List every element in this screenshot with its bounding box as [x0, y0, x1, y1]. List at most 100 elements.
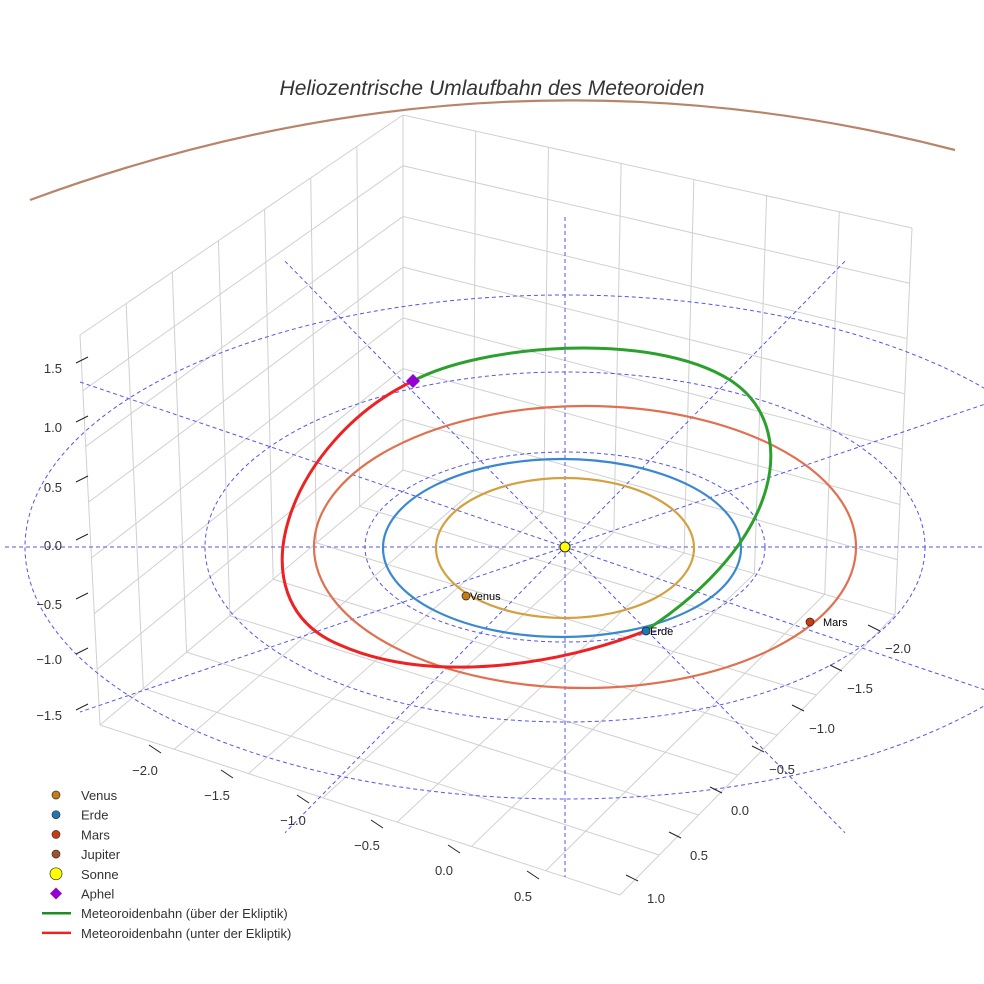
- grid-line: [402, 165, 910, 284]
- grid-line: [402, 266, 905, 395]
- legend-label: Venus: [81, 788, 118, 803]
- grid-line: [85, 216, 404, 447]
- legend-label: Sonne: [81, 867, 119, 882]
- grid-line: [753, 195, 768, 574]
- x-tick-label: −0.5: [354, 838, 380, 853]
- grid-line: [91, 317, 404, 559]
- grid-line: [402, 114, 913, 229]
- orbit-mars: [312, 404, 858, 690]
- x-tick-mark: [370, 819, 384, 829]
- z-tick-mark: [75, 415, 89, 423]
- z-tick-mark: [75, 703, 89, 711]
- z-tick-mark: [75, 533, 89, 541]
- x-tick-mark: [296, 794, 310, 804]
- grid-line: [248, 511, 544, 774]
- legend-label: Erde: [81, 808, 108, 823]
- planet-label: Erde: [650, 626, 673, 638]
- grid-line: [99, 724, 621, 896]
- z-tick-label: −1.5: [36, 708, 62, 723]
- z-tick-label: 1.0: [44, 420, 62, 435]
- legend-circle-marker: [51, 810, 61, 820]
- x-tick-label: −1.0: [280, 813, 306, 828]
- grid-line: [217, 240, 231, 616]
- meteoroid-path-below: [280, 379, 646, 669]
- z-tick-label: −0.5: [36, 597, 62, 612]
- meteoroid-path-above: [412, 346, 773, 633]
- grid-line: [402, 368, 900, 505]
- legend-label: Mars: [81, 827, 110, 842]
- y-tick-label: −1.5: [847, 681, 873, 696]
- legend-circle-marker: [51, 849, 61, 859]
- grid-line: [396, 552, 685, 823]
- grid-line: [79, 334, 101, 726]
- grid-line: [264, 209, 274, 580]
- grid-line: [93, 368, 404, 614]
- grid-line: [82, 165, 404, 392]
- y-tick-label: −2.0: [885, 641, 911, 656]
- x-tick-label: −1.5: [204, 788, 230, 803]
- y-tick-label: 1.0: [647, 891, 665, 906]
- orbit-venus: [434, 476, 696, 620]
- legend-label: Jupiter: [81, 847, 121, 862]
- y-tick-mark: [867, 624, 881, 632]
- grid-line: [96, 418, 404, 670]
- grid-line: [824, 211, 840, 595]
- x-tick-label: 0.0: [435, 863, 453, 878]
- z-tick-mark: [75, 475, 89, 483]
- grid-line: [472, 131, 477, 491]
- planet-orbits: [29, 99, 956, 690]
- legend-label: Aphel: [81, 887, 114, 902]
- x-tick-label: −2.0: [132, 763, 158, 778]
- grid-line: [229, 615, 739, 776]
- z-tick-label: 0.5: [44, 480, 62, 495]
- y-tick-mark: [791, 704, 805, 712]
- y-tick-mark: [829, 664, 843, 672]
- y-tick-label: 0.5: [690, 848, 708, 863]
- orbit-jupiter: [29, 99, 956, 202]
- sun-marker: [559, 541, 571, 553]
- legend-diamond-marker: [50, 887, 62, 900]
- grid-line: [402, 215, 908, 340]
- bodies: Venus Erde Mars: [406, 374, 848, 638]
- grid-line: [171, 272, 188, 653]
- y-tick-label: −0.5: [769, 762, 795, 777]
- grid-line: [545, 593, 826, 872]
- y-tick-mark: [668, 831, 682, 839]
- z-tick-mark: [75, 592, 89, 600]
- x-tick-mark: [526, 870, 540, 880]
- grid-line: [471, 573, 755, 847]
- grid-line: [543, 147, 549, 512]
- z-tick-mark: [75, 356, 89, 364]
- legend-label: Meteoroidenbahn (unter der Ekliptik): [81, 926, 291, 941]
- meteoroid-orbit: [280, 346, 773, 669]
- planet-erde: [641, 626, 651, 636]
- chart-title: Heliozentrische Umlaufbahn des Meteoroid…: [280, 77, 705, 100]
- grid-line: [359, 505, 856, 656]
- x-tick-mark: [447, 844, 461, 854]
- grid-line: [619, 614, 896, 896]
- planet-venus: [461, 591, 471, 601]
- axis-grid: [79, 114, 913, 896]
- y-tick-mark: [625, 874, 639, 882]
- z-tick-mark: [75, 647, 89, 655]
- x-tick-label: 0.5: [514, 889, 532, 904]
- grid-line: [894, 227, 913, 616]
- aphel-marker: [406, 374, 420, 388]
- orbit-erde: [381, 457, 743, 639]
- grid-line: [310, 177, 317, 543]
- y-tick-label: 0.0: [731, 803, 749, 818]
- grid-line: [356, 146, 361, 507]
- grid-line: [272, 578, 778, 736]
- planet-label: Mars: [823, 617, 848, 629]
- legend-circle-marker: [49, 867, 63, 881]
- x-tick-mark: [148, 744, 162, 754]
- grid-line: [99, 469, 404, 726]
- grid-line: [402, 317, 903, 450]
- z-tick-label: 0.0: [44, 538, 62, 553]
- grid-line: [173, 490, 474, 750]
- x-tick-mark: [220, 769, 234, 779]
- y-tick-mark: [751, 745, 765, 753]
- planet-label: Venus: [470, 591, 501, 603]
